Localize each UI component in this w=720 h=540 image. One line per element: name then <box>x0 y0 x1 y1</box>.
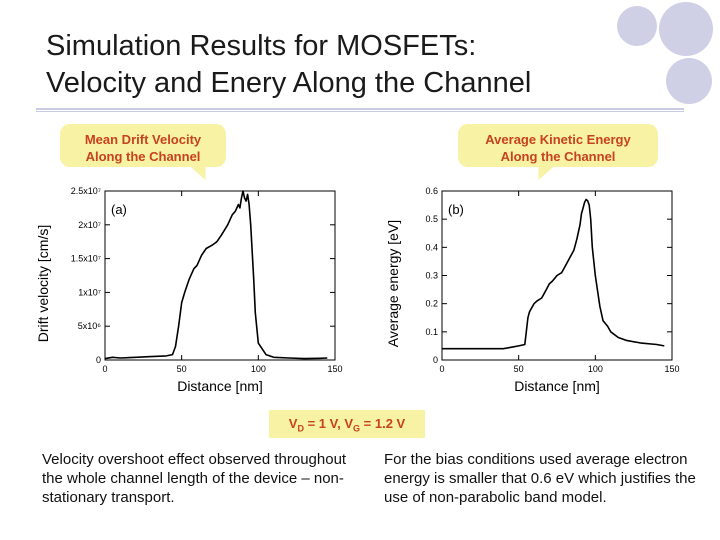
decor-circle-3 <box>666 58 712 104</box>
chart1-ytick-label: 2.5x10⁷ <box>71 186 101 196</box>
note-velocity-overshoot: Velocity overshoot effect observed throu… <box>42 451 347 506</box>
chart2-series-line <box>442 198 665 350</box>
title-divider-thin <box>36 111 684 112</box>
title-line-1: Simulation Results for MOSFETs: <box>46 30 477 62</box>
chart1-xtick-label: 150 <box>327 364 342 374</box>
chart1-frame <box>104 190 336 361</box>
chart2-x-axis-label: Distance [nm] <box>514 378 600 394</box>
bias-vg: 1.2 V <box>374 416 406 431</box>
slide-title: Simulation Results for MOSFETs: Velocity… <box>46 28 606 102</box>
chart1-xtick-label: 50 <box>177 364 187 374</box>
chart2-ytick-label: 0.5 <box>425 214 438 224</box>
chart2-xtick-label: 0 <box>439 364 444 374</box>
callout-drift-velocity: Mean Drift Velocity Along the Channel <box>60 124 226 180</box>
chart2-ytick-label: 0.3 <box>425 271 438 281</box>
chart2-ytick-label: 0.6 <box>425 186 438 196</box>
chart2-ytick-label: 0.2 <box>425 299 438 309</box>
callout-kinetic-energy: Average Kinetic Energy Along the Channel <box>458 124 658 180</box>
chart1-ytick-label: 5x10⁶ <box>78 321 102 331</box>
decor-circle-2 <box>659 2 713 56</box>
chart1-series-line <box>104 190 328 360</box>
chart2-ytick-label: 0.4 <box>425 242 438 252</box>
chart2-xtick-label: 50 <box>514 364 524 374</box>
chart1-xtick-label: 0 <box>102 364 107 374</box>
bias-conditions: VD = 1 V, VG = 1.2 V <box>269 410 425 438</box>
callout-left-line-1: Mean Drift Velocity <box>84 132 202 147</box>
note-energy: For the bias conditions used average ele… <box>384 451 696 506</box>
chart1-y-axis-label: Drift velocity [cm/s] <box>35 225 51 342</box>
chart2-y-axis-label: Average energy [eV] <box>385 220 401 347</box>
decor-circle-1 <box>617 6 657 46</box>
chart1-ytick-label: 0 <box>96 355 101 365</box>
chart2-panel-label: (b) <box>448 202 464 217</box>
callout-right-line-1: Average Kinetic Energy <box>485 132 631 147</box>
chart1-ytick-label: 1.5x10⁷ <box>71 254 101 264</box>
bias-vd: 1 V <box>318 416 338 431</box>
chart1-xtick-label: 100 <box>251 364 266 374</box>
chart1-x-axis-label: Distance [nm] <box>177 378 263 394</box>
chart2-xtick-label: 150 <box>664 364 679 374</box>
title-line-2: Velocity and Enery Along the Channel <box>46 67 532 99</box>
chart1-panel-label: (a) <box>111 202 127 217</box>
chart2-xtick-label: 100 <box>588 364 603 374</box>
chart2-ytick-label: 0 <box>433 355 438 365</box>
callout-left-line-2: Along the Channel <box>85 149 201 164</box>
callout-right-line-2: Along the Channel <box>500 149 616 164</box>
title-divider <box>36 108 684 110</box>
chart1-ytick-label: 1x10⁷ <box>78 287 101 297</box>
chart2-ytick-label: 0.1 <box>425 327 438 337</box>
chart1-ytick-label: 2x10⁷ <box>78 220 101 230</box>
